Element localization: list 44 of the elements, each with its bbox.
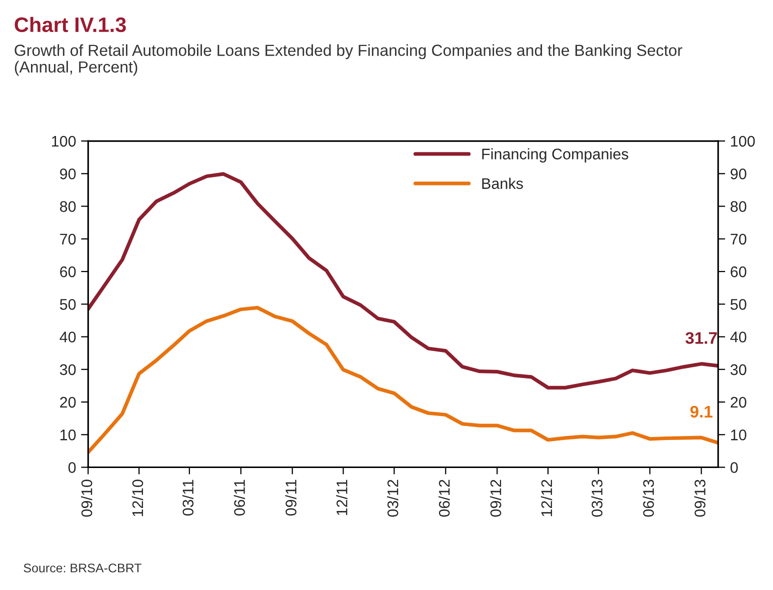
y2-tick-label: 50 [730,299,746,310]
y-tick-label: 40 [60,332,76,342]
legend-label: Financing Companies [482,148,628,162]
x-tick-label: 09/13 [694,480,706,517]
x-tick-label: 03/11 [182,480,194,516]
x-tick-label: 09/11 [285,480,296,516]
y2-tick-label: 60 [730,266,746,278]
y2-tick-label: 0 [730,462,738,473]
y2-tick-label: 80 [730,201,746,212]
y2-tick-label: 100 [731,136,755,147]
x-tick-label: 03/13 [591,480,602,517]
y-tick-label: 30 [60,364,76,376]
line-series [88,172,718,390]
chart-title: Chart IV.1.3 [14,16,126,32]
y-tick-label: 90 [60,168,76,180]
y-tick-label: 70 [60,234,76,245]
y-tick-label: 60 [60,266,76,278]
y2-tick-label: 40 [730,332,746,342]
x-tick-label: 03/12 [387,480,398,517]
y-tick-label: 20 [60,396,76,408]
y-tick-label: 80 [60,201,76,212]
y-tick-label: 0 [68,462,76,473]
y2-tick-label: 10 [731,430,746,440]
y2-tick-label: 90 [730,168,746,180]
x-tick-label: 12/12 [540,480,552,516]
x-tick-label: 06/11 [234,480,245,516]
annotation: 31.7 [685,332,717,344]
source-note: Source: BRSA-CBRT [24,564,142,572]
y-tick-label: 100 [52,136,76,147]
y-tick-label: 10 [60,430,76,440]
x-tick-label: 12/10 [132,480,144,516]
x-tick-label: 09/12 [490,480,502,517]
annotation: 9.1 [690,406,712,418]
legend-label: Banks [482,178,523,189]
x-tick-label: 12/11 [336,480,348,516]
line-series [88,306,718,454]
y-tick-label: 50 [60,299,76,310]
y2-tick-label: 20 [730,396,746,408]
x-tick-label: 06/12 [438,480,450,517]
y2-tick-label: 70 [730,234,746,245]
chart-subtitle: Growth of Retail Automobile Loans Extended by Financing Companies and the Banking Sector (Annual, Percent) [14,44,682,76]
x-tick-label: 06/13 [642,480,654,517]
y2-tick-label: 30 [730,364,746,376]
x-tick-label: 09/10 [81,480,92,517]
